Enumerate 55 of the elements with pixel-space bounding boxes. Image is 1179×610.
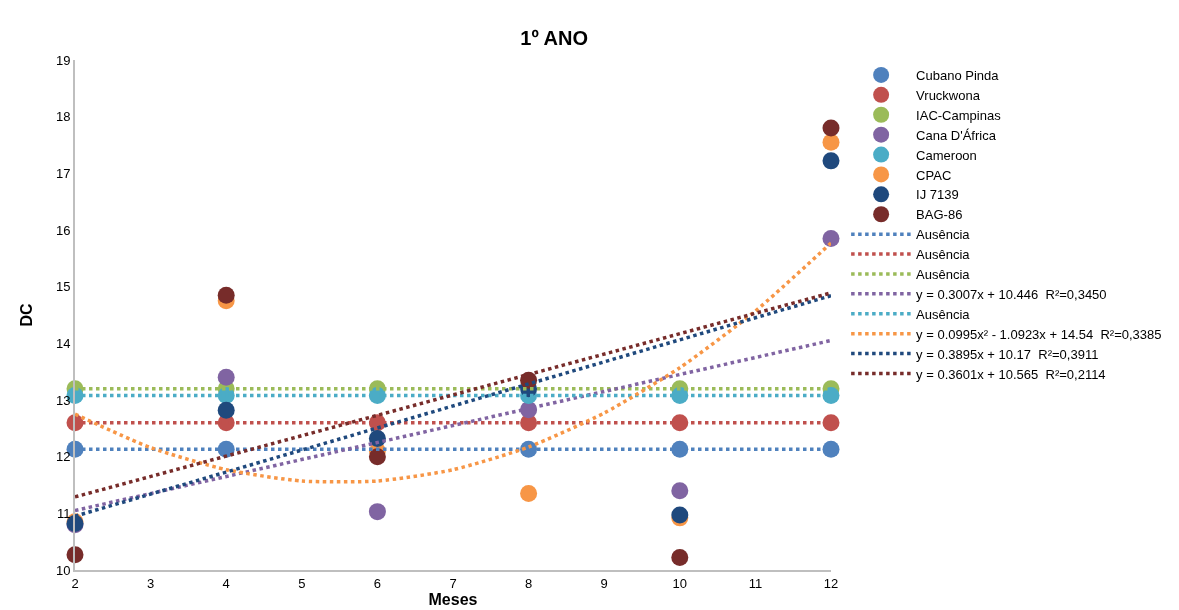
y-tick-label: 10 — [55, 562, 71, 578]
x-tick-label: 6 — [373, 575, 382, 591]
legend-label: Cubano Pinda — [916, 68, 1000, 84]
legend-label: IAC-Campinas — [916, 107, 1002, 123]
point — [368, 503, 386, 521]
legend-label: Cameroon — [916, 147, 977, 163]
legend-label: IJ 7139 — [916, 187, 959, 203]
legend-label: Ausência — [916, 267, 971, 283]
legend-label: BAG-86 — [916, 207, 963, 223]
y-tick-label: 11 — [56, 505, 71, 521]
point — [822, 440, 840, 458]
point — [822, 414, 840, 432]
point — [822, 230, 840, 247]
x-tick-label: 8 — [524, 575, 533, 591]
point — [217, 401, 235, 419]
legend-label: CPAC — [916, 167, 952, 183]
legend-label: Ausência — [916, 306, 971, 322]
legend-label: Cana D'África — [916, 127, 997, 143]
x-tick-label: 3 — [146, 575, 155, 591]
point — [822, 133, 840, 151]
y-tick-label: 16 — [55, 222, 71, 238]
point — [822, 119, 840, 137]
point — [368, 448, 386, 466]
y-axis-title: DC — [18, 303, 35, 327]
y-tick-label: 13 — [55, 392, 71, 408]
point — [520, 485, 538, 502]
x-tick-label: 11 — [748, 575, 763, 591]
y-tick-label: 14 — [55, 335, 71, 351]
x-tick-label: 10 — [672, 575, 688, 591]
y-tick-label: 12 — [55, 449, 71, 465]
x-tick-label: 4 — [222, 575, 230, 591]
point — [822, 386, 840, 404]
legend-label: y = 0.3895x + 10.17 R²=0,3911 — [916, 346, 1099, 362]
y-tick-label: 19 — [55, 52, 71, 68]
legend-label: Vruckwona — [916, 87, 981, 103]
legend-label: Ausência — [916, 247, 971, 263]
x-tick-label: 7 — [449, 575, 457, 591]
point — [671, 549, 689, 567]
x-axis-title: Meses — [428, 590, 478, 608]
legend-label: y = 0.0995x² - 1.0923x + 14.54 R²=0,3385 — [916, 326, 1162, 342]
x-tick-label: 9 — [600, 575, 608, 591]
point — [217, 368, 235, 386]
legend-label: y = 0.3601x + 10.565 R²=0,2114 — [916, 366, 1106, 382]
y-tick-label: 15 — [55, 279, 71, 295]
legend-label: y = 0.3007x + 10.446 R²=0,3450 — [916, 286, 1107, 302]
point — [822, 152, 840, 170]
y-tick-label: 18 — [55, 109, 71, 125]
x-tick-label: 2 — [71, 575, 79, 591]
point — [217, 286, 235, 304]
x-tick-label: 5 — [298, 575, 306, 591]
x-tick-label: 12 — [823, 575, 839, 591]
legend-label: Ausência — [916, 227, 971, 243]
y-tick-label: 17 — [55, 165, 71, 181]
chart-title: 1º ANO — [520, 26, 588, 49]
point — [671, 482, 689, 500]
